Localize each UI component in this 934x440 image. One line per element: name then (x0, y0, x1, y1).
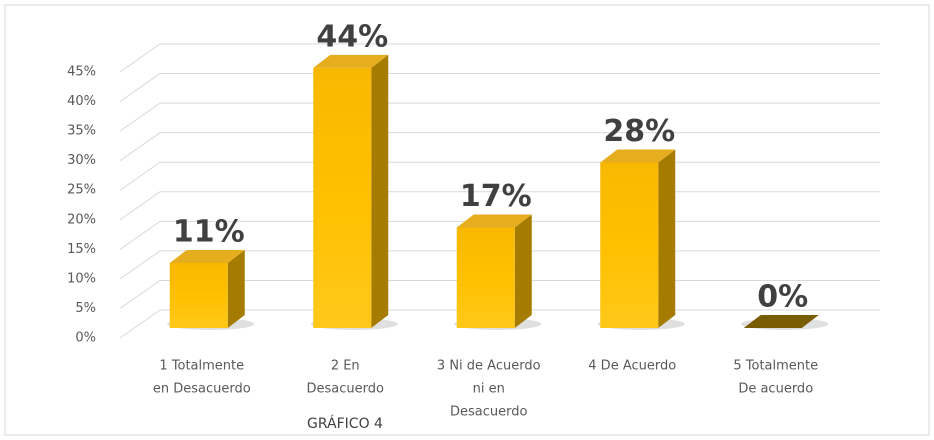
bar-top (313, 54, 389, 68)
data-label: 17% (460, 179, 532, 214)
data-label: 0% (757, 280, 808, 315)
y-tick-label: 30% (67, 153, 96, 168)
bar (741, 315, 829, 330)
x-tick-label: 4 De Acuerdo (588, 359, 676, 374)
x-tick-label: De acuerdo (738, 382, 813, 397)
grid-line (119, 73, 880, 102)
data-label: 11% (173, 214, 245, 249)
data-label: 28% (603, 114, 675, 149)
bar-front (456, 227, 515, 328)
grid-line (119, 132, 880, 162)
x-tick-label: Desacuerdo (307, 382, 385, 397)
bar-front (169, 262, 228, 328)
bar-top (600, 149, 676, 163)
bar-top (169, 249, 245, 263)
bar-side (227, 249, 245, 328)
y-tick-label: 45% (67, 65, 96, 80)
bar (167, 249, 255, 330)
bar (310, 54, 398, 330)
y-tick-label: 5% (75, 301, 96, 316)
y-tick-label: 40% (67, 94, 96, 109)
y-tick-label: 15% (67, 242, 96, 257)
y-tick-label: 0% (75, 331, 96, 346)
y-tick-label: 10% (67, 271, 96, 286)
x-tick-label: en Desacuerdo (153, 382, 251, 397)
x-tick-label: ni en (473, 382, 505, 397)
data-label: 44% (316, 19, 388, 54)
y-tick-label: 35% (67, 124, 96, 139)
x-tick-label: 3 Ni de Acuerdo (437, 359, 541, 374)
frame (4, 4, 930, 436)
bar (454, 214, 542, 330)
chart-title: GRÁFICO 4 (307, 415, 383, 432)
y-tick-label: 20% (67, 212, 96, 227)
bar-side (514, 214, 532, 328)
x-tick-label: 1 Totalmente (159, 359, 244, 374)
x-tick-label: 5 Totalmente (733, 359, 818, 374)
x-tick-label: 2 En (331, 359, 360, 374)
x-tick-label: Desacuerdo (450, 405, 528, 420)
bar-front (600, 162, 659, 328)
bar-front (313, 67, 372, 329)
bar-top (456, 214, 532, 228)
grid-line (119, 102, 880, 132)
bar (597, 149, 685, 330)
bar-side (371, 54, 389, 329)
grid-line (119, 43, 880, 73)
bar-top (743, 315, 819, 328)
y-tick-label: 25% (67, 183, 96, 198)
bar-side (658, 149, 676, 328)
